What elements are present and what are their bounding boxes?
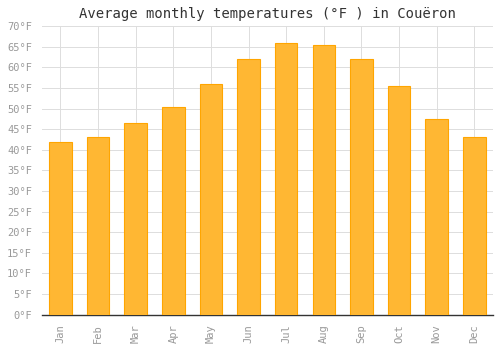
Bar: [426, 119, 448, 315]
Bar: [388, 86, 410, 315]
Bar: [200, 84, 222, 315]
Bar: [124, 123, 147, 315]
Bar: [275, 43, 297, 315]
Bar: [49, 142, 72, 315]
Bar: [162, 107, 184, 315]
Title: Average monthly temperatures (°F ) in Couëron: Average monthly temperatures (°F ) in Co…: [79, 7, 456, 21]
Bar: [87, 138, 110, 315]
Bar: [312, 45, 335, 315]
Bar: [463, 138, 485, 315]
Bar: [238, 59, 260, 315]
Bar: [350, 59, 372, 315]
